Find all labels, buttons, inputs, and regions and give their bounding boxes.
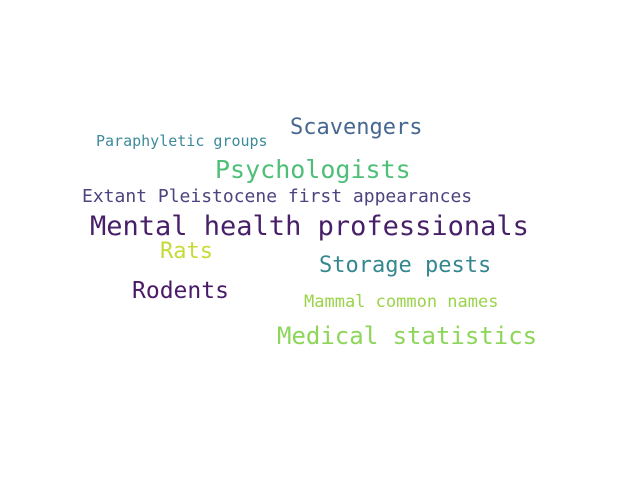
word-storage-pests: Storage pests bbox=[319, 253, 492, 278]
word-scavengers: Scavengers bbox=[290, 115, 423, 140]
word-medical-statistics: Medical statistics bbox=[277, 322, 538, 350]
word-paraphyletic-groups: Paraphyletic groups bbox=[96, 132, 268, 150]
word-rats: Rats bbox=[160, 239, 213, 264]
word-extant-pleistocene-first-appearances: Extant Pleistocene first appearances bbox=[82, 186, 473, 207]
word-rodents: Rodents bbox=[132, 278, 229, 304]
word-mental-health-professionals: Mental health professionals bbox=[90, 211, 529, 242]
word-mammal-common-names: Mammal common names bbox=[304, 292, 499, 312]
word-psychologists: Psychologists bbox=[215, 155, 411, 184]
